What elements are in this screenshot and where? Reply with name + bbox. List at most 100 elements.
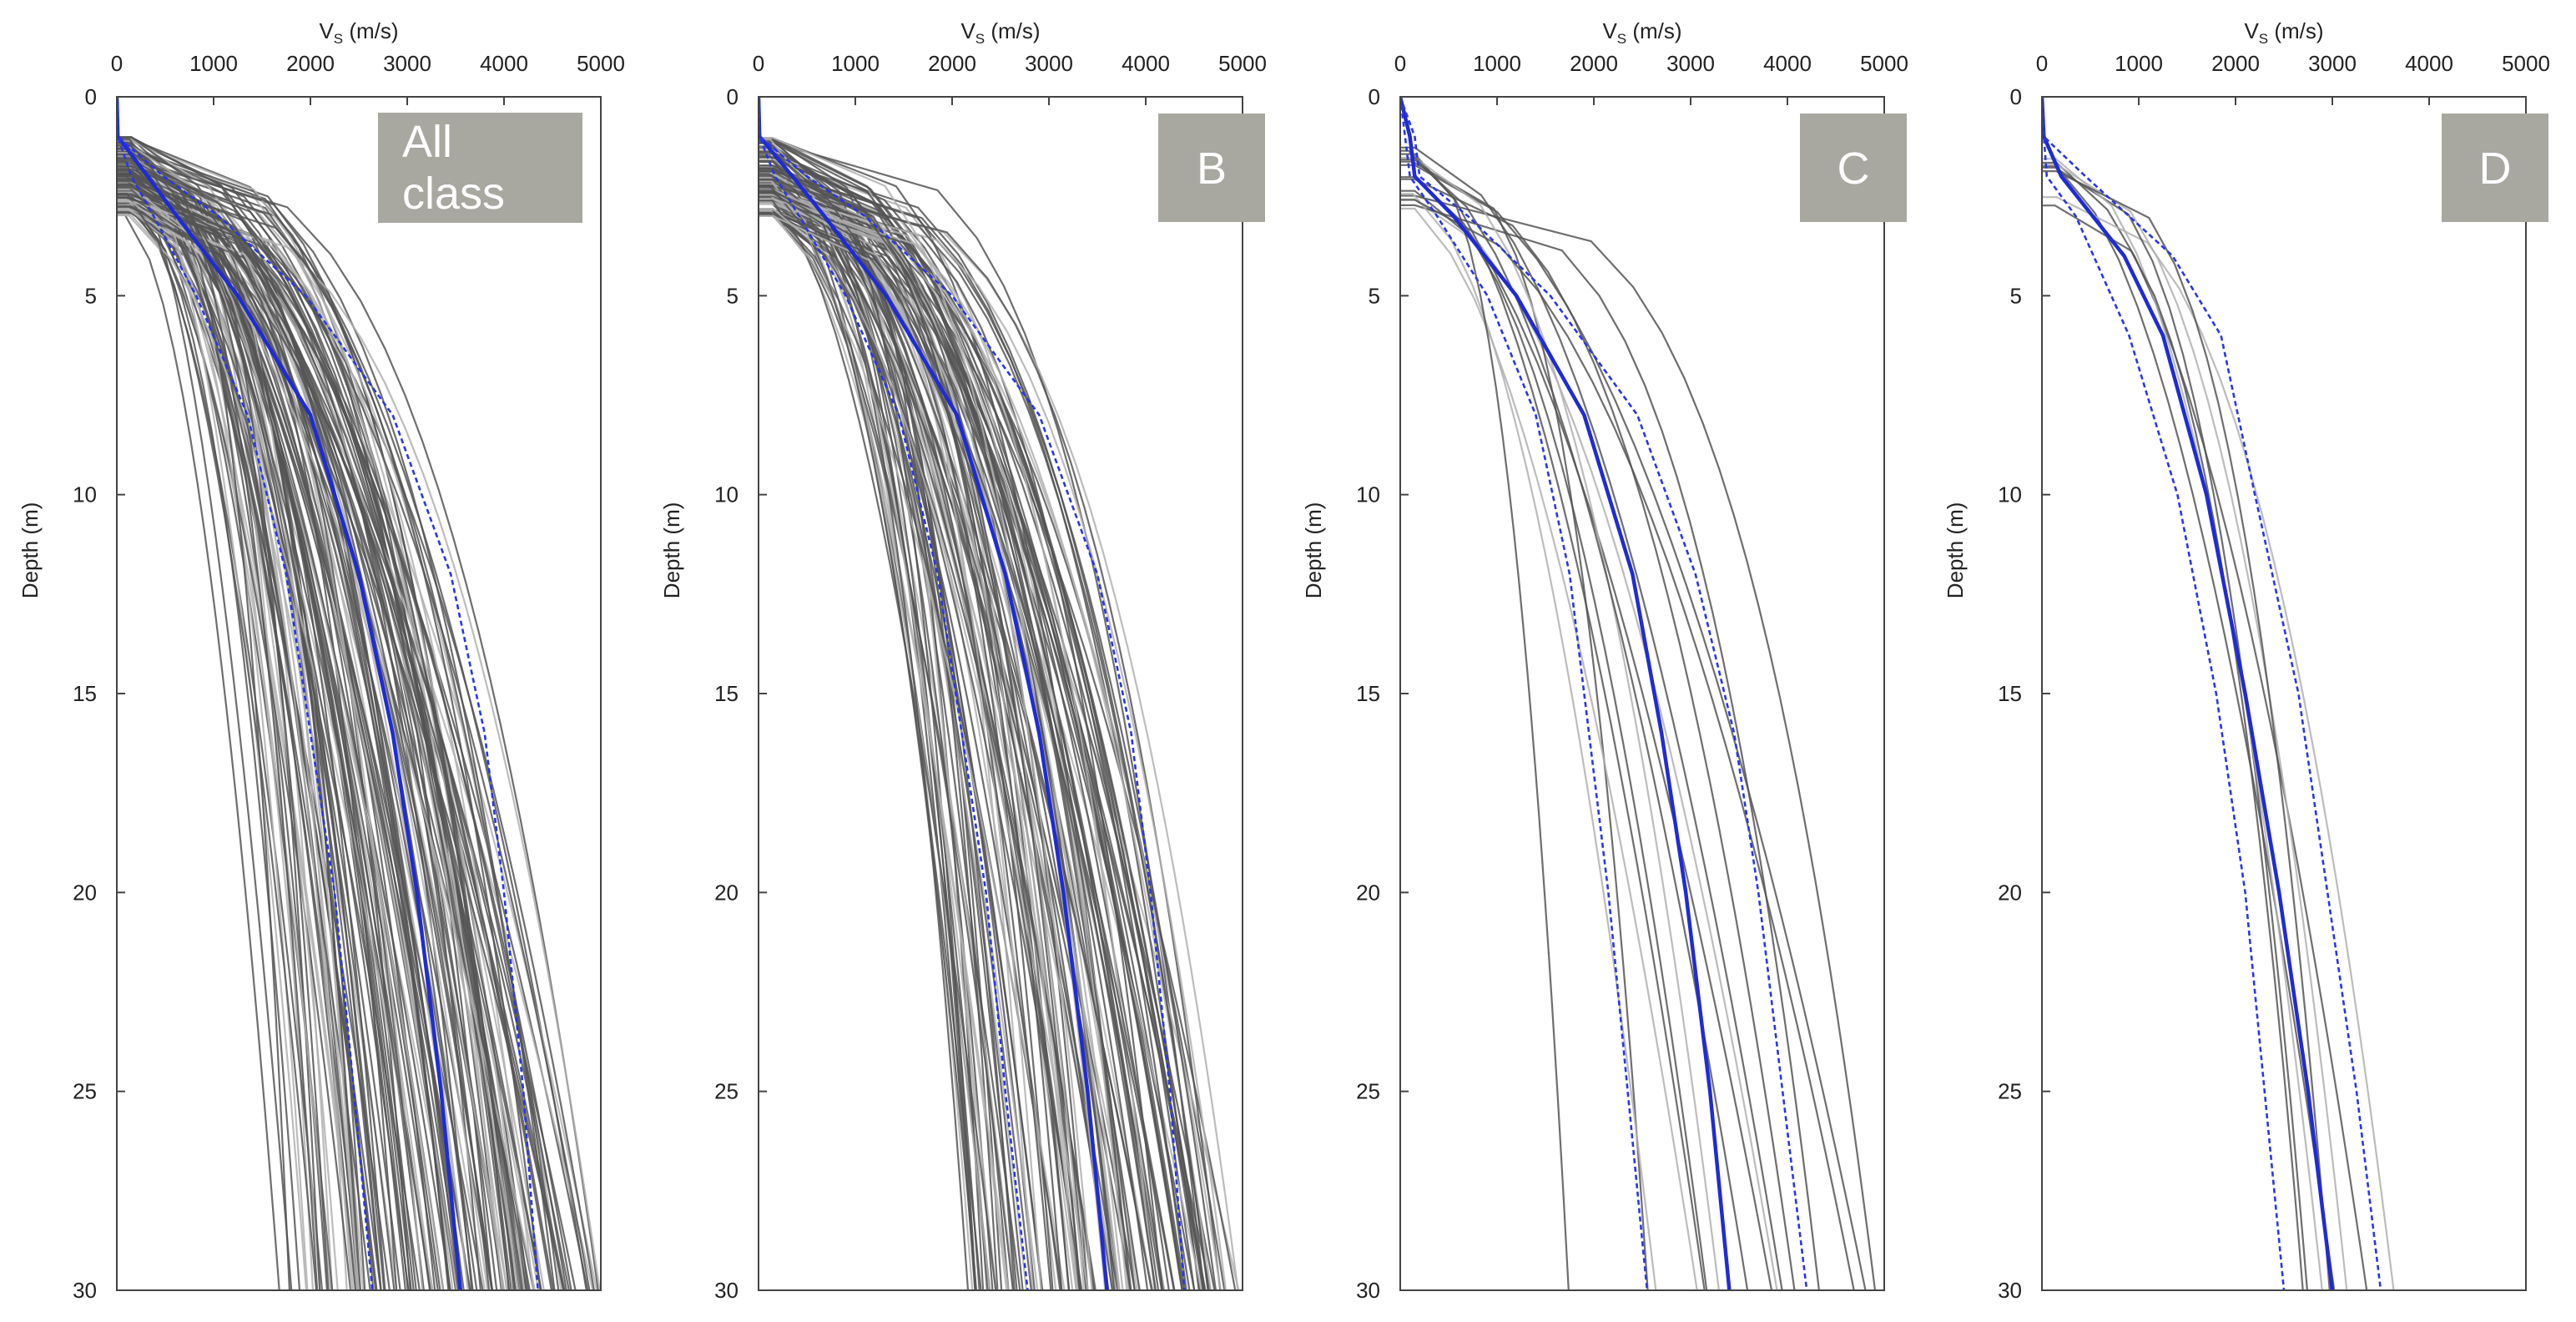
vs-profile-line [117, 157, 424, 1290]
vs-profile-line [759, 138, 1183, 1290]
vs-profile-line [2042, 196, 2395, 1290]
vs-profile-line [117, 197, 411, 1290]
std-bound-line [2042, 97, 2382, 1290]
vs-profile-line [1400, 159, 1749, 1290]
vs-profile-line [1400, 204, 1820, 1290]
class-label-box [378, 113, 582, 223]
y-tick-label: 20 [73, 880, 97, 905]
x-tick-label: 3000 [383, 51, 431, 76]
y-tick-label: 15 [1998, 681, 2022, 706]
vs-profile-line [759, 141, 1205, 1290]
chart-panel: 0 1000 2000 3000 4000 5000 0 5 10 15 20 25 30 VS (m/s… [1943, 18, 2550, 1303]
y-tick-label: 25 [1998, 1079, 2022, 1104]
plot-frame [2041, 96, 2527, 1291]
vs-profile-line [759, 176, 1124, 1290]
x-tick-label: 4000 [1122, 51, 1170, 76]
profile-group [1400, 97, 1877, 1290]
x-tick-label: 2000 [2211, 51, 2260, 76]
vs-profile-line [117, 203, 301, 1290]
vs-profile-line [1400, 153, 1706, 1290]
class-label: All class [402, 117, 505, 219]
y-tick-label: 10 [73, 482, 97, 507]
vs-profile-line [2042, 161, 2368, 1290]
vs-profile-line [117, 140, 526, 1290]
vs-profile-line [1400, 149, 1570, 1290]
x-tick-label: 5000 [577, 51, 625, 76]
x-tick-label: 3000 [2308, 51, 2357, 76]
vs-profile-line [117, 209, 508, 1290]
x-tick-label: 5000 [1218, 51, 1267, 76]
x-tick-label: 4000 [1763, 51, 1812, 76]
mean-profile-line [759, 97, 1109, 1290]
x-tick-label: 1000 [831, 51, 880, 76]
y-tick-label: 5 [2010, 283, 2022, 308]
x-tick-label: 1000 [189, 51, 238, 76]
vs-profile-line [1400, 189, 1708, 1290]
std-bound-line [1400, 97, 1649, 1290]
vs-profile-line [117, 196, 565, 1290]
vs-profile-line [117, 200, 535, 1290]
vs-profile-line [117, 188, 473, 1290]
x-tick-label: 1000 [2115, 51, 2163, 76]
x-tick-label: 3000 [1025, 51, 1073, 76]
vs-profile-line [117, 193, 491, 1290]
x-tick-label: 4000 [480, 51, 528, 76]
x-tick-label: 2000 [928, 51, 976, 76]
y-tick-label: 5 [727, 283, 739, 308]
std-bound-line [117, 97, 539, 1290]
x-tick-label: 0 [2036, 51, 2048, 76]
x-axis-title: VS (m/s) [1602, 18, 1681, 47]
vs-profile-line [117, 164, 382, 1290]
vs-profile-line [117, 158, 410, 1290]
mean-profile-line [117, 97, 463, 1290]
vs-profile-line [759, 193, 1228, 1290]
x-tick-label: 5000 [1860, 51, 1908, 76]
vs-profile-line [117, 153, 493, 1290]
vs-profile-line [759, 173, 970, 1290]
y-tick-label: 30 [714, 1278, 739, 1303]
vs-profile-line [117, 186, 567, 1290]
class-label-box [1800, 114, 1907, 222]
std-bound-line [759, 97, 1029, 1290]
vs-profile-line [117, 199, 352, 1290]
vs-profile-line [117, 199, 309, 1290]
y-tick-label: 5 [1369, 283, 1380, 308]
vs-profile-line [759, 189, 1085, 1290]
y-tick-label: 25 [714, 1079, 739, 1104]
class-label: D [2479, 144, 2512, 194]
vs-profile-line [117, 180, 542, 1290]
vs-profile-line [759, 179, 1210, 1290]
chart-panel: 0 1000 2000 3000 4000 5000 0 5 10 15 20 25 30 VS (m/s… [1301, 18, 1908, 1303]
std-bound-line [117, 97, 374, 1290]
vs-profile-line [117, 177, 409, 1290]
chart-panel: 0 1000 2000 3000 4000 5000 0 5 10 15 20 25 30 VS (m/s… [18, 18, 625, 1303]
vs-profile-line [759, 189, 1163, 1290]
vs-profile-line [759, 196, 997, 1290]
vs-profile-line [2042, 204, 2304, 1290]
x-tick-label: 0 [753, 51, 764, 76]
vs-profile-line [117, 141, 319, 1290]
vs-profile-line [1400, 194, 1877, 1290]
std-bound-line [1400, 97, 1808, 1290]
y-tick-label: 10 [1998, 482, 2022, 507]
vs-profile-line [117, 163, 522, 1290]
vs-profile-line [759, 137, 1107, 1290]
vs-profile-line [759, 212, 1014, 1290]
vs-profile-line [759, 189, 1176, 1290]
y-tick-label: 15 [1356, 681, 1380, 706]
vs-profile-line [759, 176, 988, 1290]
vs-profile-line [759, 156, 1204, 1290]
vs-profile-line [1400, 199, 1855, 1290]
vs-profile-line [117, 136, 555, 1290]
x-tick-label: 4000 [2405, 51, 2453, 76]
mean-profile-line [1400, 97, 1732, 1290]
y-tick-label: 0 [727, 84, 739, 109]
y-tick-label: 30 [73, 1278, 97, 1303]
x-axis-title: VS (m/s) [319, 18, 398, 47]
x-tick-label: 3000 [1666, 51, 1715, 76]
y-axis-title: Depth (m) [1943, 502, 1968, 599]
x-axis-title: VS (m/s) [960, 18, 1040, 47]
std-bound-line [759, 97, 1186, 1290]
vs-profile-line [759, 191, 1205, 1290]
